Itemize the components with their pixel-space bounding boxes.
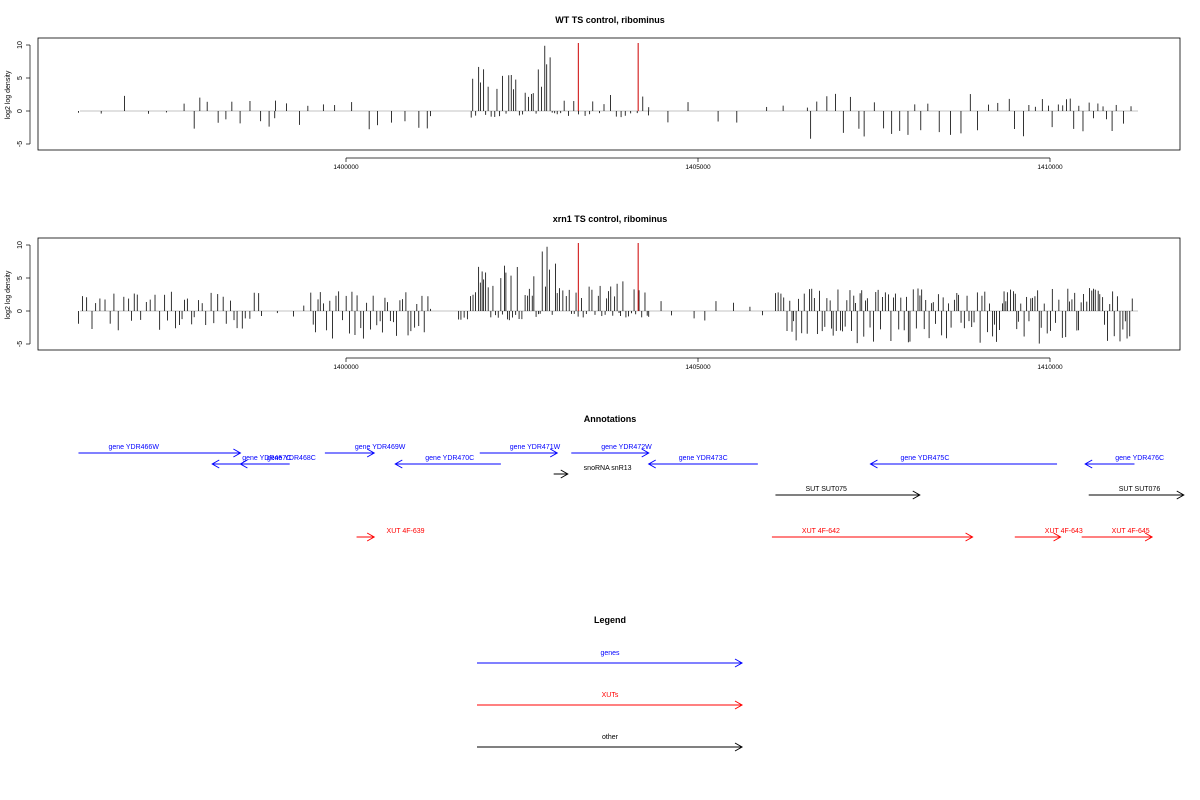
feature-label: XUT 4F-639 <box>387 528 425 535</box>
feature-label: gene YDR475C <box>900 455 949 462</box>
feature-arrow <box>1014 532 1062 542</box>
y-tick-label: 5 <box>17 76 24 80</box>
y-tick-label: 5 <box>17 276 24 280</box>
panel-xrn1: xrn1 TS control, ribominus log2 log dens… <box>5 214 1181 371</box>
y-tick-label: 10 <box>17 41 24 49</box>
panel-wt: WT TS control, ribominus log2 log densit… <box>5 15 1181 171</box>
legend-label: genes <box>600 650 620 657</box>
y-tick-label: 10 <box>17 241 24 249</box>
x-tick-label: 1410000 <box>1037 364 1063 371</box>
feature-arrow <box>1081 532 1154 542</box>
signal-bars <box>78 45 1132 139</box>
legend-arrow <box>477 742 744 752</box>
plot-frame <box>37 237 1181 351</box>
feature-arrow <box>356 532 376 542</box>
feature-label: SUT SUT076 <box>1119 486 1161 493</box>
x-tick-label: 1410000 <box>1037 164 1063 171</box>
y-tick-label: 0 <box>17 309 24 313</box>
feature-arrow <box>1088 490 1185 500</box>
feature-arrow <box>771 532 974 542</box>
feature-arrow <box>394 459 501 469</box>
feature-label: snoRNA snR13 <box>584 465 632 472</box>
annotations-title: Annotations <box>584 414 637 424</box>
feature-label: XUT 4F-645 <box>1112 528 1150 535</box>
panel-title: WT TS control, ribominus <box>555 15 665 25</box>
feature-label: XUT 4F-642 <box>802 528 840 535</box>
position-markers <box>577 243 639 311</box>
x-axis: 1400000 1405000 1410000 <box>333 157 1063 171</box>
feature-label: gene YDR468C <box>267 455 316 462</box>
feature-label: XUT 4F-643 <box>1045 528 1083 535</box>
feature-label: SUT SUT075 <box>805 486 847 493</box>
plot-frame <box>37 37 1181 151</box>
signal-bars <box>78 246 1133 344</box>
feature-label: gene YDR472W <box>601 444 652 451</box>
legend-title: Legend <box>594 615 626 625</box>
feature-arrow <box>211 459 241 469</box>
feature-arrow <box>553 469 569 479</box>
x-tick-label: 1405000 <box>685 164 711 171</box>
legend-entries: genes XUTs other <box>477 650 744 752</box>
y-axis: -5 0 5 10 <box>17 241 31 347</box>
feature-arrow <box>239 459 290 469</box>
feature-arrow <box>647 459 758 469</box>
panel-title: xrn1 TS control, ribominus <box>553 214 668 224</box>
feature-arrow <box>78 448 242 458</box>
legend-arrow <box>477 658 744 668</box>
x-tick-label: 1400000 <box>333 364 359 371</box>
x-tick-label: 1405000 <box>685 364 711 371</box>
legend-label: XUTs <box>602 692 619 699</box>
y-axis-label: log2 log density <box>5 70 12 119</box>
feature-label: gene YDR476C <box>1115 455 1164 462</box>
feature-label: gene YDR467C <box>242 455 291 462</box>
y-tick-label: -5 <box>17 141 24 147</box>
feature-arrow <box>1084 459 1135 469</box>
feature-arrow <box>869 459 1058 469</box>
y-tick-label: -5 <box>17 341 24 347</box>
y-axis: -5 0 5 10 <box>17 41 31 147</box>
feature-arrow <box>775 490 921 500</box>
feature-arrow <box>571 448 650 458</box>
feature-label: gene YDR469W <box>355 444 406 451</box>
feature-label: gene YDR470C <box>425 455 474 462</box>
y-tick-label: 0 <box>17 109 24 113</box>
x-axis: 1400000 1405000 1410000 <box>333 357 1063 371</box>
y-axis-label: log2 log density <box>5 270 12 319</box>
feature-arrow <box>324 448 376 458</box>
position-markers <box>577 43 639 111</box>
feature-arrow <box>479 448 559 458</box>
feature-label: gene YDR473C <box>679 455 728 462</box>
feature-label: gene YDR471W <box>510 444 561 451</box>
feature-label: gene YDR466W <box>108 444 159 451</box>
x-tick-label: 1400000 <box>333 164 359 171</box>
legend-arrow <box>477 700 744 710</box>
legend-panel: Legend genes XUTs other <box>477 615 744 752</box>
legend-label: other <box>602 734 619 741</box>
